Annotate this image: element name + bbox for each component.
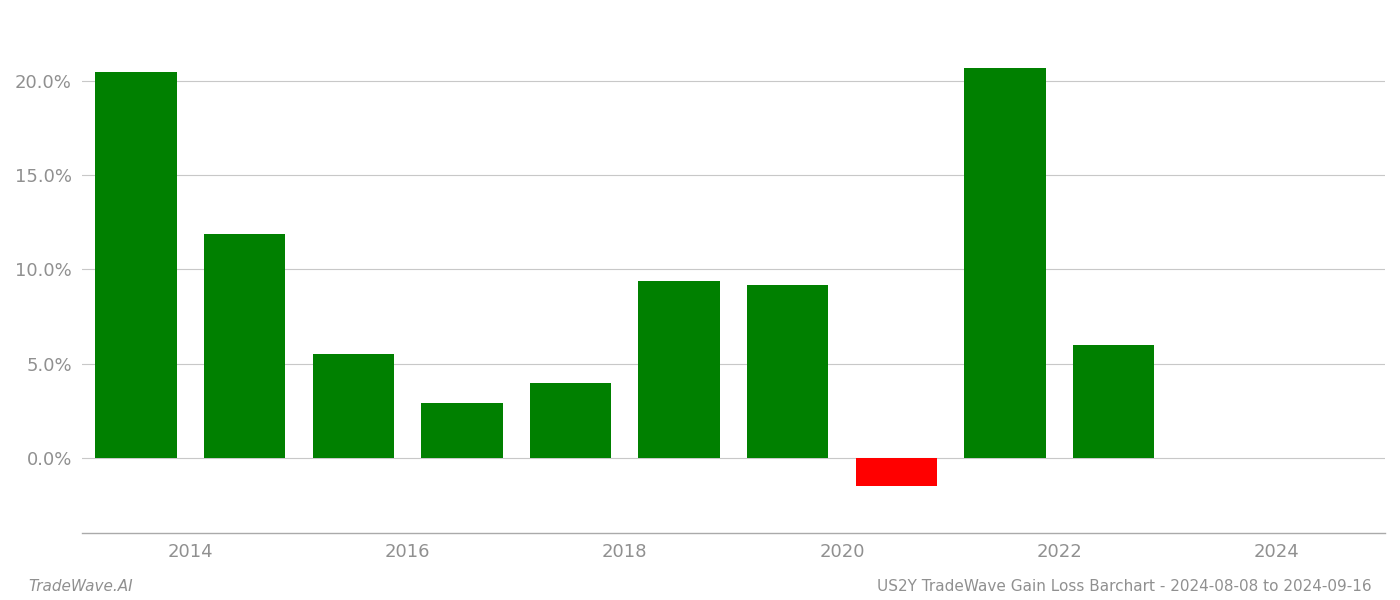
Bar bbox=[965, 68, 1046, 458]
Bar bbox=[95, 71, 176, 458]
Bar bbox=[748, 284, 829, 458]
Bar bbox=[1072, 345, 1154, 458]
Bar bbox=[529, 383, 612, 458]
Bar bbox=[638, 281, 720, 458]
Bar bbox=[204, 233, 286, 458]
Text: TradeWave.AI: TradeWave.AI bbox=[28, 579, 133, 594]
Bar bbox=[855, 458, 937, 486]
Bar bbox=[312, 354, 393, 458]
Bar bbox=[421, 403, 503, 458]
Text: US2Y TradeWave Gain Loss Barchart - 2024-08-08 to 2024-09-16: US2Y TradeWave Gain Loss Barchart - 2024… bbox=[878, 579, 1372, 594]
